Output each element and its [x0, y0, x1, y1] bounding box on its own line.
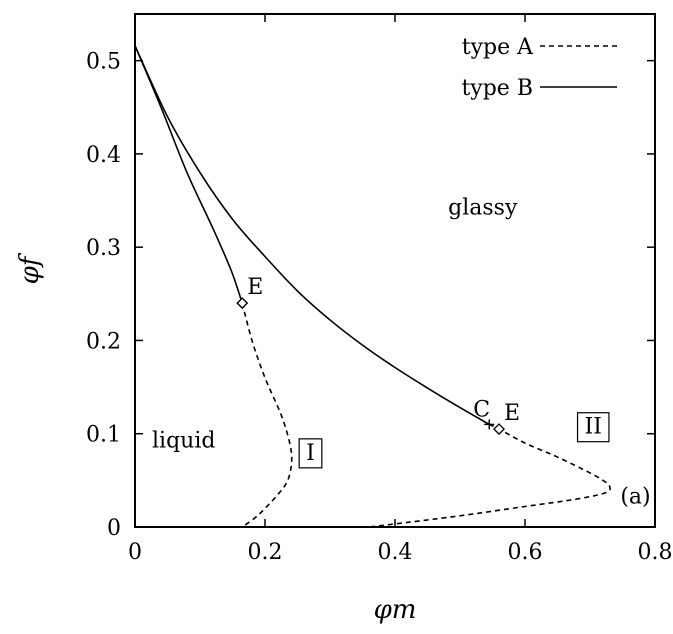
critical-label: C — [473, 397, 490, 422]
legend-label: type A — [462, 35, 534, 60]
type-a-curve — [241, 302, 293, 528]
endpoint-marker — [493, 423, 505, 436]
y-tick-label: 0.1 — [86, 423, 121, 448]
endpoint-label: E — [247, 275, 263, 300]
y-tick-label: 0.2 — [86, 329, 121, 354]
y-tick-label: 0 — [107, 516, 121, 541]
markers-layer: EEC — [236, 275, 520, 436]
region-label: II — [585, 415, 602, 440]
curves-layer — [134, 45, 611, 528]
y-tick-label: 0.5 — [86, 50, 121, 75]
endpoint-label: E — [504, 401, 520, 426]
x-tick-label: 0.4 — [378, 540, 413, 565]
legend: type A type B — [461, 35, 617, 101]
type-a-curve — [368, 423, 611, 528]
region-label-box — [298, 438, 323, 469]
ticks-layer: 0 0.2 0.4 0.6 0.8 0 0.1 0.2 0.3 0.4 0.5 — [86, 14, 673, 565]
legend-label: type B — [461, 76, 533, 101]
x-tick-label: 0.6 — [508, 540, 543, 565]
y-tick-label: 0.4 — [86, 143, 121, 168]
region-label: I — [306, 441, 315, 466]
x-tick-label: 0.8 — [638, 540, 673, 565]
endpoint-marker — [236, 297, 249, 310]
region-label: glassy — [448, 196, 518, 221]
x-tick-label: 0 — [128, 540, 142, 565]
type-b-curve — [134, 45, 490, 426]
x-tick-label: 0.2 — [248, 540, 283, 565]
type-b-curve — [134, 45, 244, 304]
region-label-box — [576, 412, 610, 443]
x-axis-label: φm — [374, 595, 417, 625]
region-label: liquid — [152, 429, 215, 454]
y-tick-label: 0.3 — [86, 236, 121, 261]
region-label: (a) — [620, 485, 650, 510]
y-axis-label: φf — [15, 252, 45, 284]
